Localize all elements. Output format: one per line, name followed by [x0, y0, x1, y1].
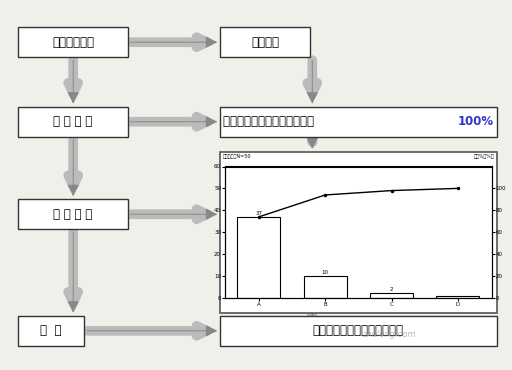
Bar: [18, 199, 128, 229]
Bar: [436, 296, 479, 298]
Bar: [18, 316, 84, 346]
Text: zhulong.com: zhulong.com: [362, 330, 416, 339]
Bar: [220, 27, 310, 57]
Bar: [220, 152, 497, 313]
Text: A- 螺纹加工尺寸超差
B- 螺纹牙型不饱满
C- 丝扣表面有毛刺
D- 其他: A- 螺纹加工尺寸超差 B- 螺纹牙型不饱满 C- 丝扣表面有毛刺 D- 其他: [333, 209, 362, 234]
Text: 公 司 要 求: 公 司 要 求: [53, 115, 93, 128]
Text: 工程质量目标: 工程质量目标: [52, 36, 94, 49]
Bar: [18, 27, 128, 57]
Text: 累积%（%）: 累积%（%）: [473, 154, 494, 159]
Bar: [370, 293, 413, 298]
Text: 37: 37: [255, 211, 263, 216]
Text: 创鲁班奖: 创鲁班奖: [251, 36, 279, 49]
Text: 频次（件）N=50: 频次（件）N=50: [223, 154, 251, 159]
Bar: [304, 276, 347, 298]
Text: 提高钢筋直螺纹接头加工质量: 提高钢筋直螺纹接头加工质量: [313, 324, 404, 337]
Text: 2: 2: [390, 287, 393, 292]
Text: 10: 10: [322, 270, 329, 275]
Bar: [238, 217, 281, 298]
Text: 接头一次交验合格率必须达到: 接头一次交验合格率必须达到: [223, 115, 317, 128]
Bar: [220, 316, 497, 346]
Text: 工 程 现 状: 工 程 现 状: [53, 208, 93, 221]
Text: 选  题: 选 题: [40, 324, 62, 337]
Bar: [220, 107, 497, 137]
Text: 100%: 100%: [458, 115, 494, 128]
Bar: [18, 107, 128, 137]
